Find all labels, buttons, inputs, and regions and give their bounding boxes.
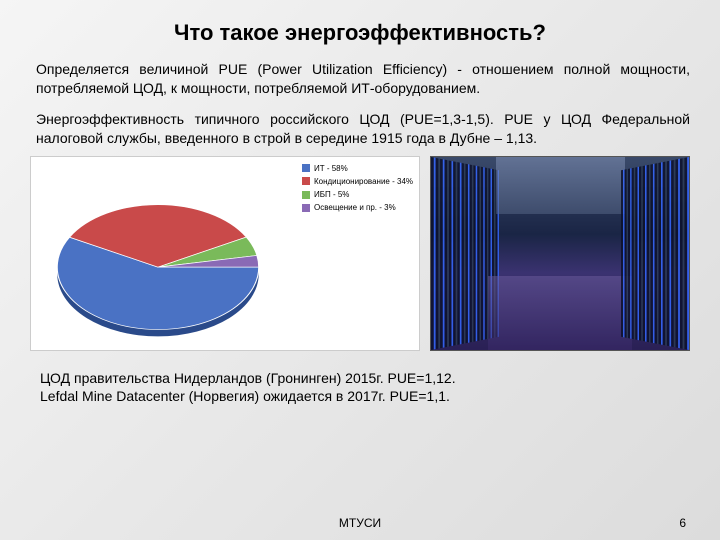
pie-legend: ИТ - 58% Кондиционирование - 34% ИБП - 5… bbox=[302, 163, 413, 216]
bottom-line-1: ЦОД правительства Нидерландов (Гронинген… bbox=[30, 369, 690, 388]
legend-item: ИТ - 58% bbox=[302, 163, 413, 174]
legend-label: Освещение и пр. - 3% bbox=[314, 202, 396, 213]
photo-ceiling bbox=[496, 157, 625, 215]
paragraph-russia-pue: Энергоэффективность типичного российског… bbox=[30, 110, 690, 148]
legend-swatch bbox=[302, 191, 310, 199]
datacenter-photo bbox=[430, 156, 690, 351]
paragraph-definition: Определяется величиной PUE (Power Utiliz… bbox=[30, 60, 690, 98]
legend-swatch bbox=[302, 164, 310, 172]
photo-floor bbox=[488, 276, 633, 349]
pie-chart-panel: ИТ - 58% Кондиционирование - 34% ИБП - 5… bbox=[30, 156, 420, 351]
page-number: 6 bbox=[679, 516, 686, 530]
pie-svg bbox=[43, 185, 273, 349]
legend-item: Освещение и пр. - 3% bbox=[302, 202, 413, 213]
legend-label: Кондиционирование - 34% bbox=[314, 176, 413, 187]
bottom-line-2: Lefdal Mine Datacenter (Норвегия) ожидае… bbox=[30, 387, 690, 406]
legend-label: ИБП - 5% bbox=[314, 189, 349, 200]
legend-swatch bbox=[302, 177, 310, 185]
content-row: ИТ - 58% Кондиционирование - 34% ИБП - 5… bbox=[30, 156, 690, 351]
footer-org: МТУСИ bbox=[0, 516, 720, 530]
slide-title: Что такое энергоэффективность? bbox=[30, 20, 690, 46]
legend-label: ИТ - 58% bbox=[314, 163, 348, 174]
legend-swatch bbox=[302, 204, 310, 212]
pie-chart bbox=[43, 185, 273, 335]
legend-item: Кондиционирование - 34% bbox=[302, 176, 413, 187]
legend-item: ИБП - 5% bbox=[302, 189, 413, 200]
